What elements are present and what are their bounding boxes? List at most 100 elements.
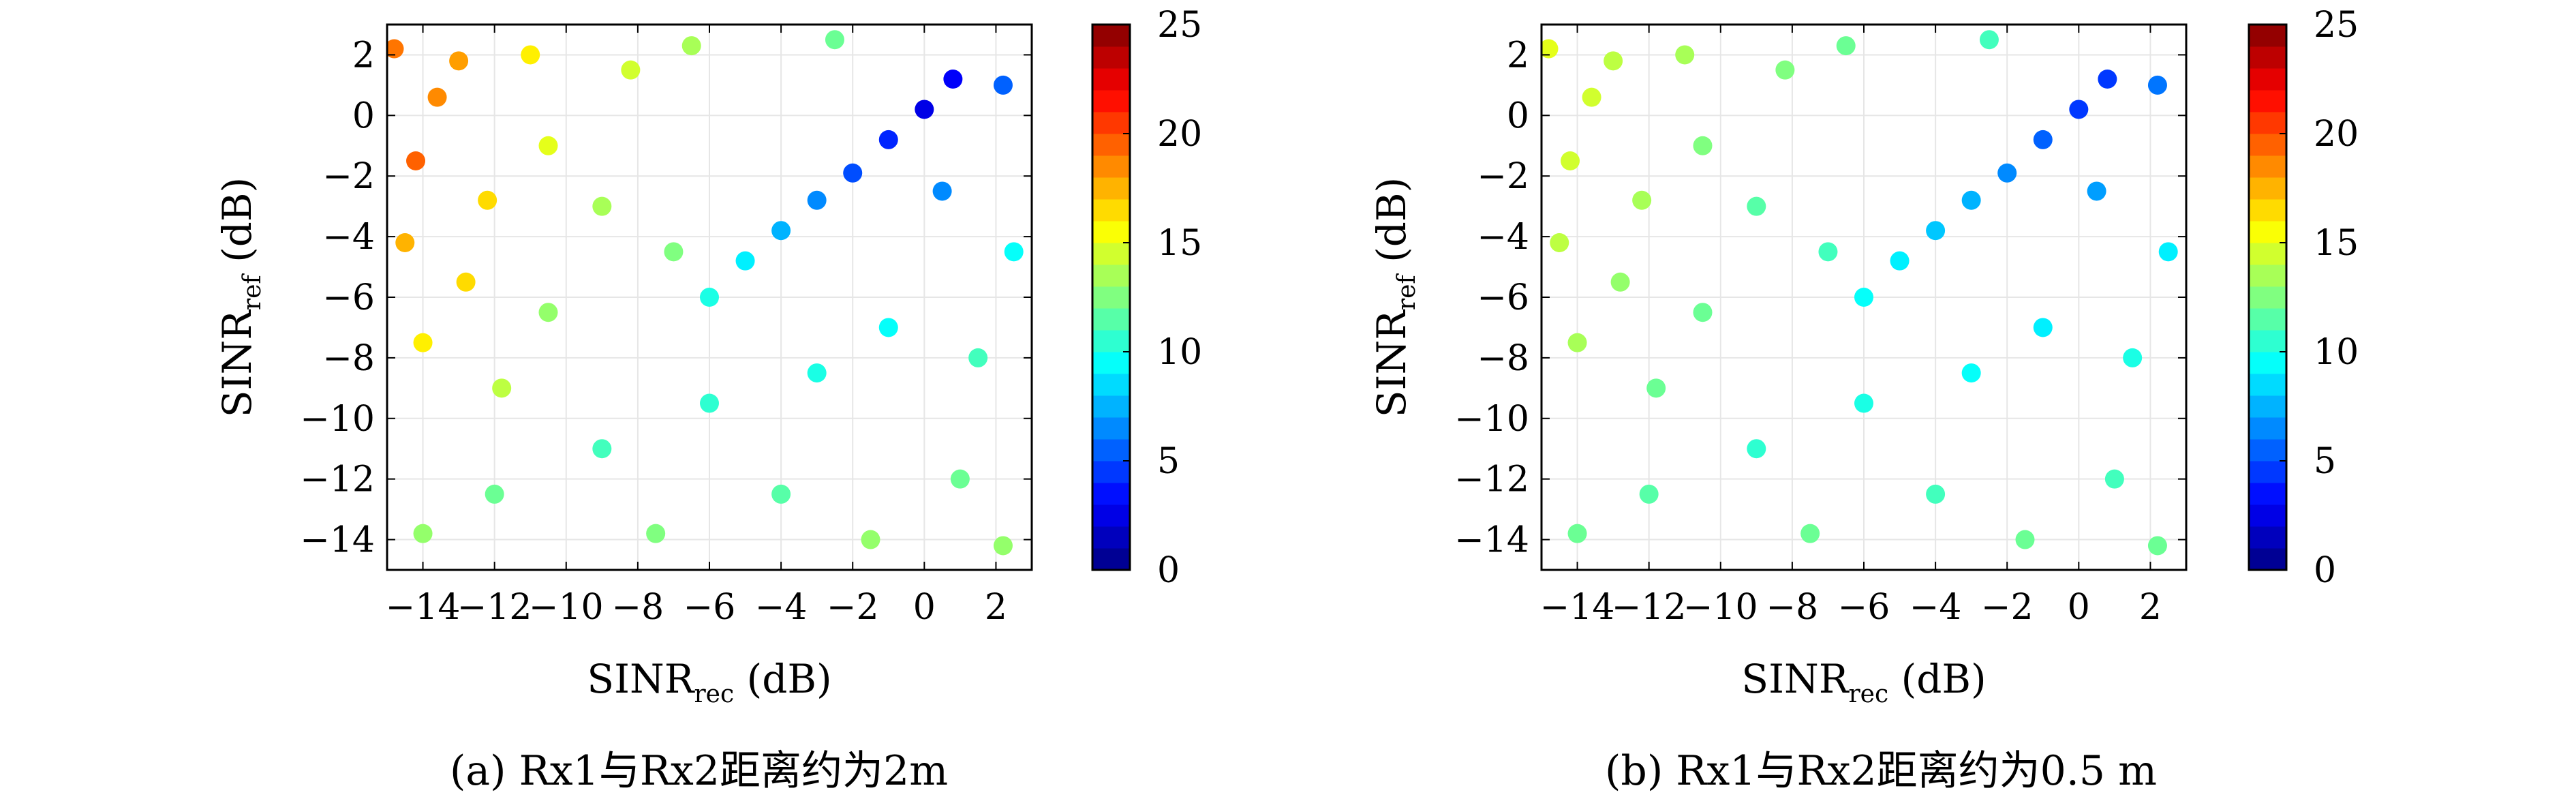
data-point (413, 333, 433, 352)
colorbar-segment (1092, 307, 1130, 331)
colorbar-segment (2249, 417, 2286, 440)
data-point (771, 484, 791, 504)
caption-a: (a) Rx1与Rx2距离约为2m (450, 747, 949, 795)
x-tick-label: 2 (985, 587, 1007, 628)
colorbar-segment (1092, 242, 1130, 265)
data-point (1890, 251, 1910, 271)
points-group (387, 30, 1024, 556)
colorbar-segment (1092, 220, 1130, 243)
x-tick-label: −14 (386, 587, 461, 628)
data-point (492, 378, 512, 398)
data-point (1604, 51, 1623, 71)
colorbar-tick-label: 25 (2314, 5, 2359, 46)
data-point (413, 524, 433, 543)
colorbar-tick-label: 10 (2314, 332, 2359, 373)
data-point (456, 272, 476, 292)
data-point (1926, 221, 1946, 241)
colorbar-frame (2248, 23, 2288, 571)
colorbar-segment (2249, 46, 2286, 69)
data-point (485, 484, 504, 504)
y-tick-label: −14 (300, 520, 375, 561)
x-tick-label: 2 (2139, 587, 2162, 628)
data-point (861, 530, 880, 549)
data-point (1561, 151, 1580, 170)
x-tick-label: −6 (684, 587, 736, 628)
colorbar-segment (2249, 67, 2286, 91)
chart-panel-b: −14−12−10 −8 −6 −4 −2 0 2−14−12−10−8−6−4−202SI… (1368, 23, 2188, 708)
y-tick-label: −14 (1454, 520, 1529, 561)
colorbar-segment (2249, 547, 2286, 571)
data-point (664, 242, 684, 262)
y-tick-label: −12 (1454, 459, 1529, 500)
x-tick-label: −6 (1838, 587, 1890, 628)
data-point (950, 469, 970, 489)
data-point (2147, 75, 2167, 95)
y-tick-label: −12 (300, 459, 375, 500)
x-tick-label: −2 (827, 587, 879, 628)
data-point (700, 288, 719, 307)
y-tick-label: −10 (1454, 399, 1529, 440)
data-point (807, 190, 827, 210)
colorbar-segment (1092, 438, 1130, 462)
colorbar-segment (2249, 111, 2286, 134)
y-tick-label: −8 (322, 338, 375, 379)
colorbar-segment (2249, 373, 2286, 396)
colorbar-b: 0 5 10 15 20 25 (2248, 5, 2359, 591)
data-point (2123, 348, 2143, 367)
colorbar-segment (2249, 329, 2286, 352)
data-point (1997, 163, 2017, 183)
x-tick-label: −2 (1981, 587, 2034, 628)
data-point (771, 221, 791, 241)
data-point (2033, 130, 2053, 149)
data-point (1582, 87, 1601, 107)
data-point (1926, 484, 1946, 504)
colorbar-tick-label: 5 (2314, 441, 2336, 482)
data-point (993, 536, 1013, 556)
data-point (681, 36, 701, 56)
caption-b: (b) Rx1与Rx2距离约为0.5 m (1605, 747, 2158, 795)
data-point (1836, 36, 1856, 56)
data-point (387, 39, 404, 59)
colorbar-segment (1092, 460, 1130, 483)
colorbar-segment (1092, 395, 1130, 418)
data-point (592, 196, 612, 216)
data-point (1747, 196, 1766, 216)
data-point (2087, 181, 2106, 201)
colorbar-tick-label: 15 (1157, 223, 1202, 264)
colorbar-segment (1092, 177, 1130, 200)
data-point (932, 181, 952, 201)
data-point (395, 233, 415, 252)
data-point (1693, 136, 1713, 155)
data-point (1639, 484, 1659, 504)
data-point (1961, 190, 1981, 210)
y-tick-label: −6 (322, 277, 375, 318)
colorbar-segment (1092, 198, 1130, 222)
y-axis-label: SINRref (dB) (214, 177, 266, 417)
data-point (807, 363, 827, 383)
colorbar-segment (1092, 24, 1130, 47)
colorbar-segment (2249, 177, 2286, 200)
colorbar-segment (2249, 242, 2286, 265)
data-point (1854, 288, 1873, 307)
x-tick-label: −10 (529, 587, 604, 628)
data-point (646, 524, 666, 543)
data-point (943, 70, 963, 89)
colorbar-segment (1092, 526, 1130, 549)
colorbar-segment (1092, 133, 1130, 156)
y-tick-label: −4 (322, 217, 375, 258)
y-tick-label: −2 (1477, 156, 1529, 197)
colorbar-tick-label: 0 (2314, 550, 2336, 591)
x-tick-label: −4 (755, 587, 808, 628)
colorbar-segment (2249, 133, 2286, 156)
colorbar-segment (2249, 155, 2286, 178)
colorbar-tick-label: 20 (2314, 114, 2359, 155)
data-point (1632, 190, 1652, 210)
data-point (1610, 272, 1630, 292)
x-tick-label: 0 (2068, 587, 2090, 628)
data-point (700, 393, 719, 413)
data-point (2069, 100, 2089, 119)
colorbar-segment (2249, 220, 2286, 243)
colorbar-segment (1092, 67, 1130, 91)
colorbar-segment (2249, 286, 2286, 309)
x-tick-label: 0 (913, 587, 936, 628)
